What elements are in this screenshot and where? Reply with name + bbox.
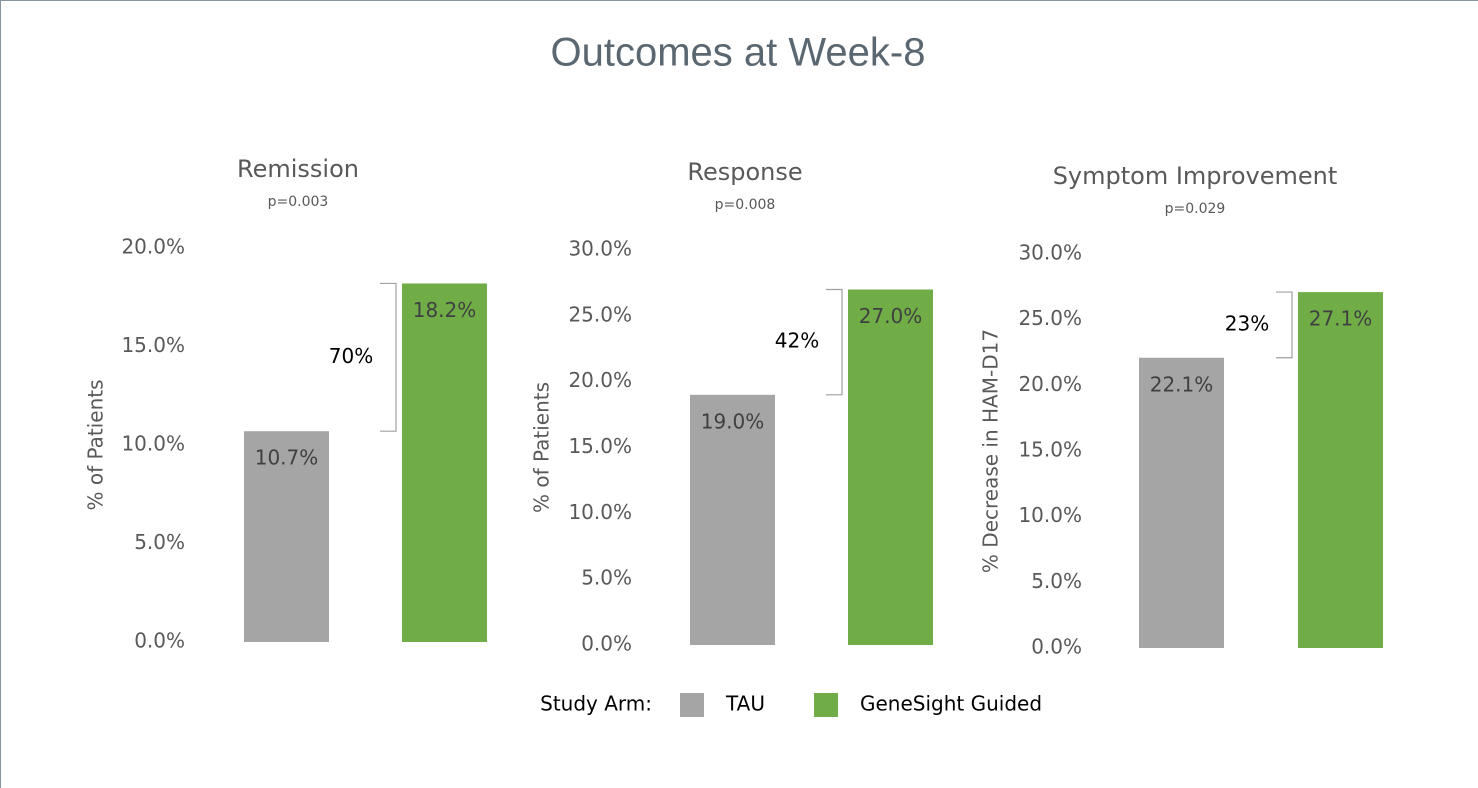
subchart-title: Remission [237, 155, 359, 183]
y-tick-label: 25.0% [1018, 306, 1082, 330]
subchart-subtitle: p=0.003 [268, 194, 329, 210]
y-tick-label: 15.0% [1018, 438, 1082, 462]
value-label: 22.1% [1150, 372, 1214, 396]
y-tick-label: 15.0% [121, 333, 185, 357]
y-axis-label: % of Patients [530, 382, 554, 513]
y-tick-label: 10.0% [1018, 503, 1082, 527]
y-tick-label: 20.0% [121, 235, 185, 259]
legend-label: GeneSight Guided [860, 692, 1042, 716]
y-tick-label: 20.0% [568, 368, 632, 392]
y-tick-label: 30.0% [568, 237, 632, 261]
bracket [826, 288, 843, 396]
value-label: 18.2% [413, 298, 477, 322]
bar [1139, 357, 1224, 648]
y-tick-label: 5.0% [1031, 569, 1082, 593]
value-label: 27.1% [1309, 307, 1373, 331]
legend-label: TAU [725, 692, 765, 716]
y-tick-label: 0.0% [581, 632, 632, 656]
y-tick-label: 0.0% [1031, 635, 1082, 659]
bracket [1276, 291, 1293, 359]
annotation: 42% [775, 329, 819, 353]
bar [402, 283, 487, 642]
subchart-subtitle: p=0.029 [1165, 201, 1226, 217]
y-tick-label: 10.0% [568, 500, 632, 524]
value-label: 10.7% [255, 446, 319, 470]
subchart-subtitle: p=0.008 [715, 197, 776, 213]
y-axis-label: % of Patients [84, 379, 108, 510]
annotation: 70% [329, 344, 373, 368]
y-tick-label: 5.0% [134, 530, 185, 554]
y-tick-label: 0.0% [134, 629, 185, 653]
y-tick-label: 5.0% [581, 566, 632, 590]
legend-title: Study Arm: [540, 692, 652, 716]
legend-swatch [814, 693, 838, 717]
y-tick-label: 15.0% [568, 434, 632, 458]
y-tick-label: 25.0% [568, 302, 632, 326]
value-label: 27.0% [859, 304, 923, 328]
y-tick-label: 30.0% [1018, 241, 1082, 265]
bar [244, 431, 329, 642]
subchart-title: Response [687, 158, 802, 186]
bracket [380, 282, 397, 432]
y-axis-label: % Decrease in HAM-D17 [979, 329, 1003, 573]
bar [690, 394, 775, 645]
y-tick-label: 10.0% [121, 432, 185, 456]
bar [1298, 292, 1383, 648]
chart-title: Outcomes at Week-8 [551, 31, 926, 75]
y-tick-label: 20.0% [1018, 372, 1082, 396]
bar [848, 289, 933, 645]
value-label: 19.0% [701, 409, 765, 433]
subchart-title: Symptom Improvement [1053, 162, 1338, 190]
annotation: 23% [1225, 311, 1269, 335]
legend-swatch [680, 693, 704, 717]
